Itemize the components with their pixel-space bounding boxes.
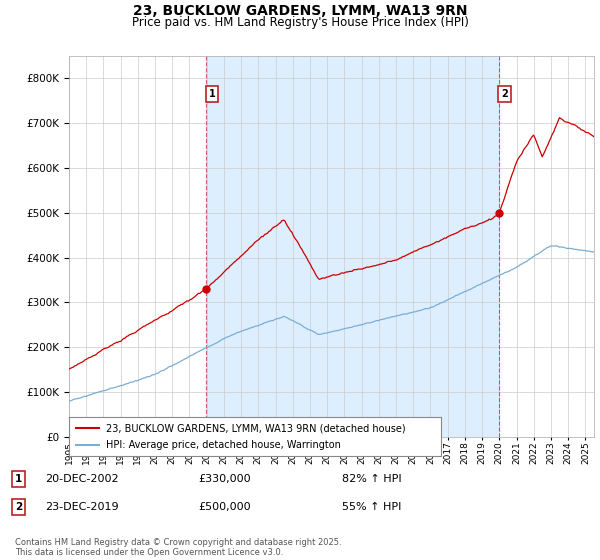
Text: 23, BUCKLOW GARDENS, LYMM, WA13 9RN (detached house): 23, BUCKLOW GARDENS, LYMM, WA13 9RN (det… — [106, 423, 406, 433]
Text: 23, BUCKLOW GARDENS, LYMM, WA13 9RN: 23, BUCKLOW GARDENS, LYMM, WA13 9RN — [133, 4, 467, 18]
Text: HPI: Average price, detached house, Warrington: HPI: Average price, detached house, Warr… — [106, 440, 341, 450]
Text: 1: 1 — [209, 89, 215, 99]
Text: £500,000: £500,000 — [198, 502, 251, 512]
Bar — [206, 56, 499, 437]
Text: 20-DEC-2002: 20-DEC-2002 — [45, 474, 119, 484]
Text: 2: 2 — [15, 502, 22, 512]
Text: 23-DEC-2019: 23-DEC-2019 — [45, 502, 119, 512]
Text: 55% ↑ HPI: 55% ↑ HPI — [342, 502, 401, 512]
Text: Price paid vs. HM Land Registry's House Price Index (HPI): Price paid vs. HM Land Registry's House … — [131, 16, 469, 29]
Text: 82% ↑ HPI: 82% ↑ HPI — [342, 474, 401, 484]
Text: 1: 1 — [15, 474, 22, 484]
Text: £330,000: £330,000 — [198, 474, 251, 484]
Text: 2: 2 — [502, 89, 508, 99]
Text: Contains HM Land Registry data © Crown copyright and database right 2025.
This d: Contains HM Land Registry data © Crown c… — [15, 538, 341, 557]
